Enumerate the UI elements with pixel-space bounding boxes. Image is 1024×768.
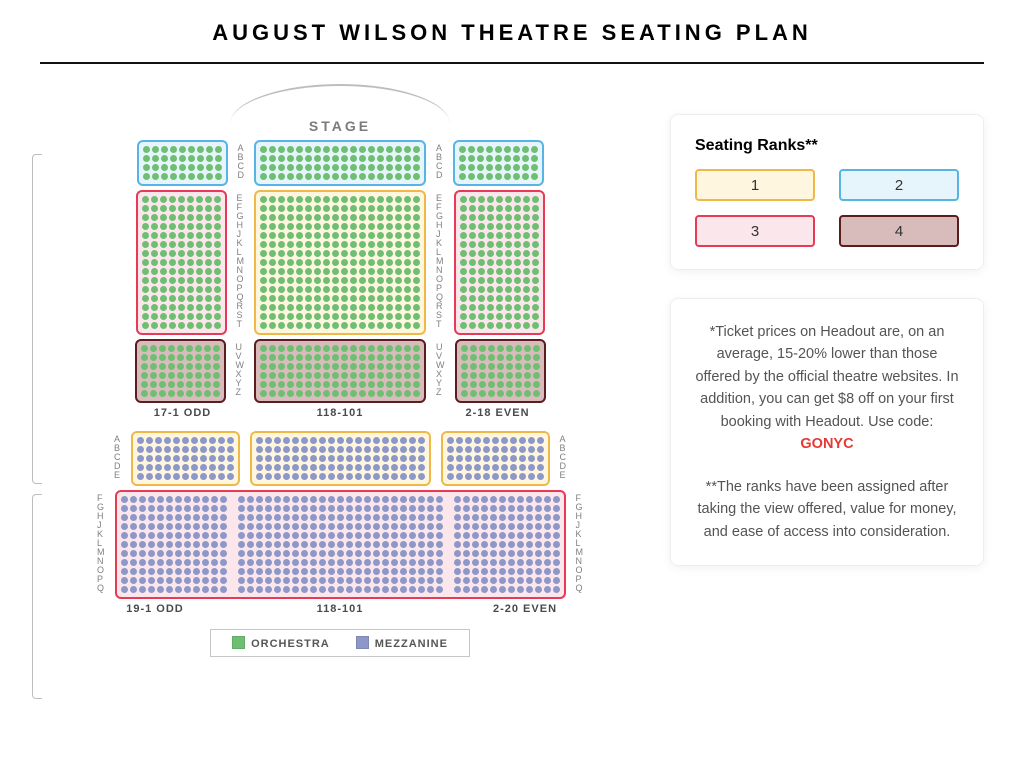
row-labels: UVWXYZ <box>236 339 245 397</box>
orchestra-back-center <box>254 339 426 403</box>
orchestra-back-right <box>455 339 546 403</box>
seating-chart: STAGE ABCD ABCD EFGHJKLMNOPQRST EFGHJKLM… <box>40 84 640 657</box>
rank-badge: 2 <box>839 169 959 201</box>
mezzanine-bottom <box>115 490 566 599</box>
rank-badge: 3 <box>695 215 815 247</box>
stage-label: STAGE <box>40 84 640 134</box>
ranks-title: Seating Ranks** <box>695 137 959 155</box>
row-labels: EFGHJKLMNOPQRST <box>436 190 444 329</box>
orchestra-mid-center <box>254 190 426 335</box>
orchestra-front-left <box>137 140 228 186</box>
section-label: 2-20 EVEN <box>455 603 595 615</box>
mezzanine-top-center <box>250 431 431 486</box>
orchestra-mid-left <box>136 190 227 335</box>
rank-badge: 4 <box>839 215 959 247</box>
orchestra-front-center <box>254 140 426 186</box>
row-labels: ABCDE <box>114 431 121 480</box>
mezzanine-top-left <box>131 431 240 486</box>
ranks-panel: Seating Ranks** 1234 <box>670 114 984 270</box>
note-1: *Ticket prices on Headout are, on an ave… <box>695 321 959 456</box>
row-labels: ABCD <box>436 140 443 180</box>
section-label: 2-18 EVEN <box>450 407 545 419</box>
section-label: 118-101 <box>240 407 440 419</box>
orchestra-back-left <box>135 339 226 403</box>
orchestra-mid-right <box>454 190 545 335</box>
section-label: 17-1 ODD <box>135 407 230 419</box>
legend: ORCHESTRA MEZZANINE <box>210 629 470 657</box>
row-labels: ABCDE <box>560 431 567 480</box>
row-labels: FGHJKLMNOPQ <box>576 490 584 593</box>
rank-badge: 1 <box>695 169 815 201</box>
page-title: AUGUST WILSON THEATRE SEATING PLAN <box>40 20 984 64</box>
orchestra-front-right <box>453 140 544 186</box>
mezzanine-top-right <box>441 431 550 486</box>
row-labels: UVWXYZ <box>436 339 445 397</box>
row-labels: FGHJKLMNOPQ <box>97 490 105 593</box>
notes-panel: *Ticket prices on Headout are, on an ave… <box>670 298 984 566</box>
row-labels: EFGHJKLMNOPQRST <box>237 190 245 329</box>
section-label: 19-1 ODD <box>85 603 225 615</box>
row-labels: ABCD <box>238 140 245 180</box>
note-2: **The ranks have been assigned after tak… <box>695 476 959 543</box>
section-label: 118-101 <box>235 603 445 615</box>
